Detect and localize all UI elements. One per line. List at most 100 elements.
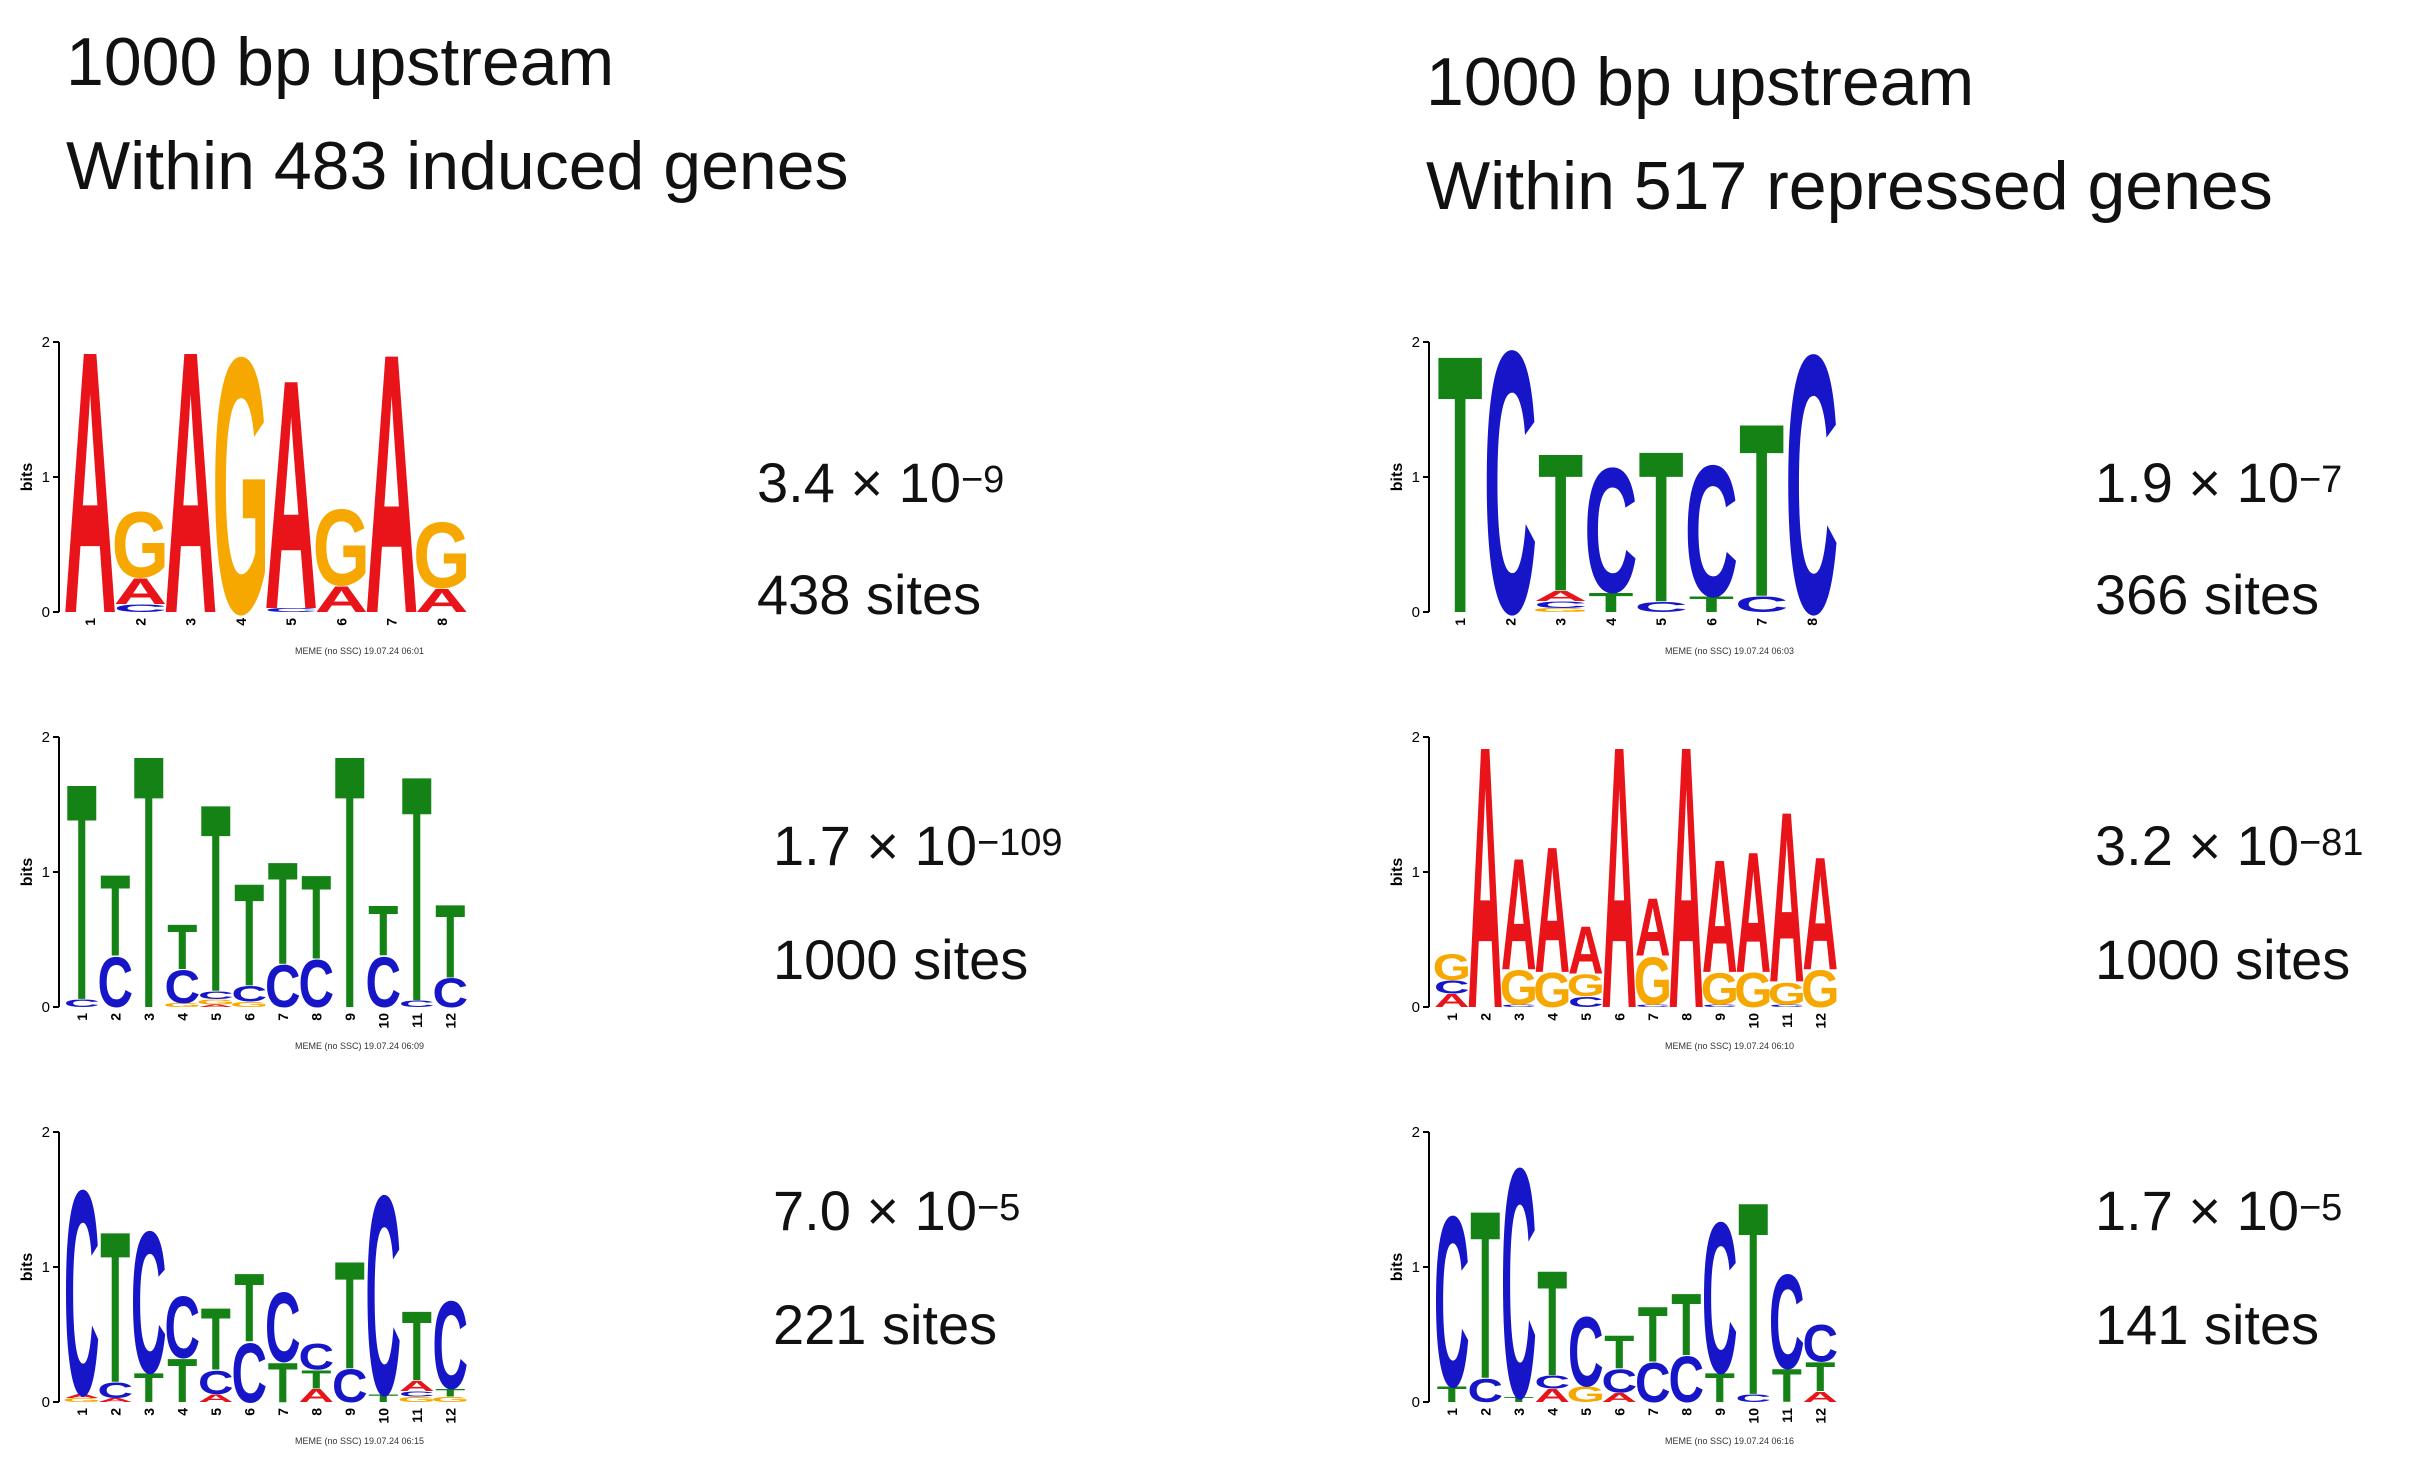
y-tick-label: 0 [1412, 999, 1420, 1016]
logo-letter-C: C [432, 970, 468, 1016]
position-label: 5 [1578, 1013, 1594, 1021]
logo-letter-T: T [234, 1254, 264, 1363]
logo-letter-A: A [1635, 883, 1671, 974]
y-tick-label: 2 [1412, 334, 1420, 351]
logo-letter-C: C [365, 1137, 401, 1450]
position-label: 3 [141, 1013, 157, 1021]
logo-letter-G: G [112, 492, 169, 596]
position-label: 7 [275, 1408, 291, 1416]
logo-letter-T: T [1639, 407, 1684, 648]
evalue-mantissa: 1.7 [773, 814, 851, 877]
logo-letter-C: C [1634, 599, 1687, 616]
logo-letter-A: A [1568, 913, 1604, 988]
position-label: 2 [1502, 618, 1518, 626]
logo-letter-C: C [1568, 1296, 1604, 1408]
logo-letter-C: C [198, 989, 234, 1002]
logo-letter-A: A [1534, 588, 1587, 605]
evalue-exponent: −81 [2298, 822, 2364, 864]
logo-letter-C: C [1534, 600, 1587, 611]
y-axis-label: bits [19, 463, 36, 492]
position-label: 6 [1611, 1408, 1627, 1416]
position-label: 1 [1444, 1013, 1460, 1021]
logo-letter-A: A [1467, 725, 1503, 1055]
logo-letter-C: C [265, 952, 301, 1020]
logo-letter-T: T [1638, 1291, 1668, 1379]
induced-heading-line1: 1000 bp upstream [66, 24, 615, 100]
logo-letter-C: C [231, 1325, 267, 1420]
position-label: 9 [1712, 1408, 1728, 1416]
logo-letter-A: A [198, 1004, 234, 1008]
sites-repressed-2: 1000 sites [2095, 928, 2351, 991]
logo-letter-T: T [301, 851, 331, 984]
logo-letter-T: T [402, 1290, 432, 1402]
sites-induced-3: 221 sites [773, 1293, 998, 1356]
position-label: 4 [174, 1408, 190, 1416]
logo-letter-T: T [335, 1231, 365, 1402]
logo-letter-G: G [431, 1395, 469, 1403]
position-label: 3 [1511, 1013, 1527, 1021]
logo-letter-T: T [1671, 1276, 1701, 1375]
y-tick-label: 2 [42, 729, 50, 746]
logo-letter-A: A [97, 1397, 133, 1403]
sites-induced-1: 438 sites [757, 563, 982, 626]
position-label: 7 [1754, 618, 1770, 626]
logo-letter-T: T [1437, 1382, 1467, 1407]
position-label: 10 [1745, 1408, 1761, 1424]
logo-letter-T: T [167, 1346, 197, 1416]
logo-letter-C: C [298, 1336, 334, 1378]
y-axis-label: bits [19, 858, 36, 887]
position-label: 1 [82, 618, 98, 626]
logo-letter-C: C [114, 602, 167, 615]
position-label: 11 [409, 1408, 425, 1423]
logo-letter-G: G [313, 487, 370, 609]
logo-letter-T: T [134, 725, 164, 1055]
logo-letter-T: T [1438, 330, 1483, 660]
sites-induced-2: 1000 sites [773, 928, 1029, 991]
logo-letter-C: C [298, 946, 334, 1021]
position-label: 7 [384, 618, 400, 626]
y-tick-label: 1 [1412, 469, 1420, 486]
evalue-repressed-1: 1.9 × 10−7 [2095, 451, 2343, 514]
logo-letter-T: T [234, 854, 264, 1018]
logo-letter-T: T [1604, 1326, 1634, 1379]
y-tick-label: 1 [1412, 864, 1420, 881]
logo-letter-A: A [1601, 725, 1637, 1055]
logo-letter-C: C [1802, 1314, 1838, 1373]
logo-letter-G: G [398, 1395, 436, 1403]
logo-letter-T: T [100, 850, 130, 980]
y-tick-label: 0 [42, 1394, 50, 1411]
logo-letter-C: C [1702, 1004, 1738, 1008]
position-label: 10 [375, 1408, 391, 1424]
sites-repressed-3: 141 sites [2095, 1293, 2320, 1356]
position-label: 4 [233, 618, 249, 626]
position-label: 11 [409, 1013, 425, 1028]
position-label: 12 [1812, 1013, 1828, 1029]
y-tick-label: 0 [42, 604, 50, 621]
meme-footer: MEME (no SSC) 19.07.24 06:09 [295, 1041, 424, 1051]
evalue-exponent: −5 [976, 1187, 1021, 1229]
logo-letter-A: A [1434, 990, 1470, 1011]
logo-letter-C: C [164, 1278, 200, 1377]
evalue-mantissa: 1.7 [2095, 1179, 2173, 1242]
logo-letter-C: C [1434, 976, 1470, 997]
logo-letter-C: C [164, 961, 200, 1014]
logo-letter-G: G [1567, 967, 1605, 1003]
position-label: 11 [1779, 1408, 1795, 1423]
position-label: 5 [1653, 618, 1669, 626]
position-label: 6 [241, 1013, 257, 1021]
position-label: 1 [1444, 1408, 1460, 1416]
logo-letter-C: C [64, 997, 100, 1010]
position-label: 5 [208, 1408, 224, 1416]
logo-letter-T: T [201, 747, 231, 1047]
logo-letter-C: C [1501, 1120, 1537, 1450]
position-label: 8 [1804, 618, 1820, 626]
evalue-exponent: −5 [2298, 1187, 2343, 1229]
position-label: 7 [275, 1013, 291, 1021]
position-label: 2 [107, 1408, 123, 1416]
position-label: 10 [375, 1013, 391, 1029]
logo-letter-C: C [399, 1390, 435, 1398]
logo-letter-C: C [265, 1272, 301, 1384]
